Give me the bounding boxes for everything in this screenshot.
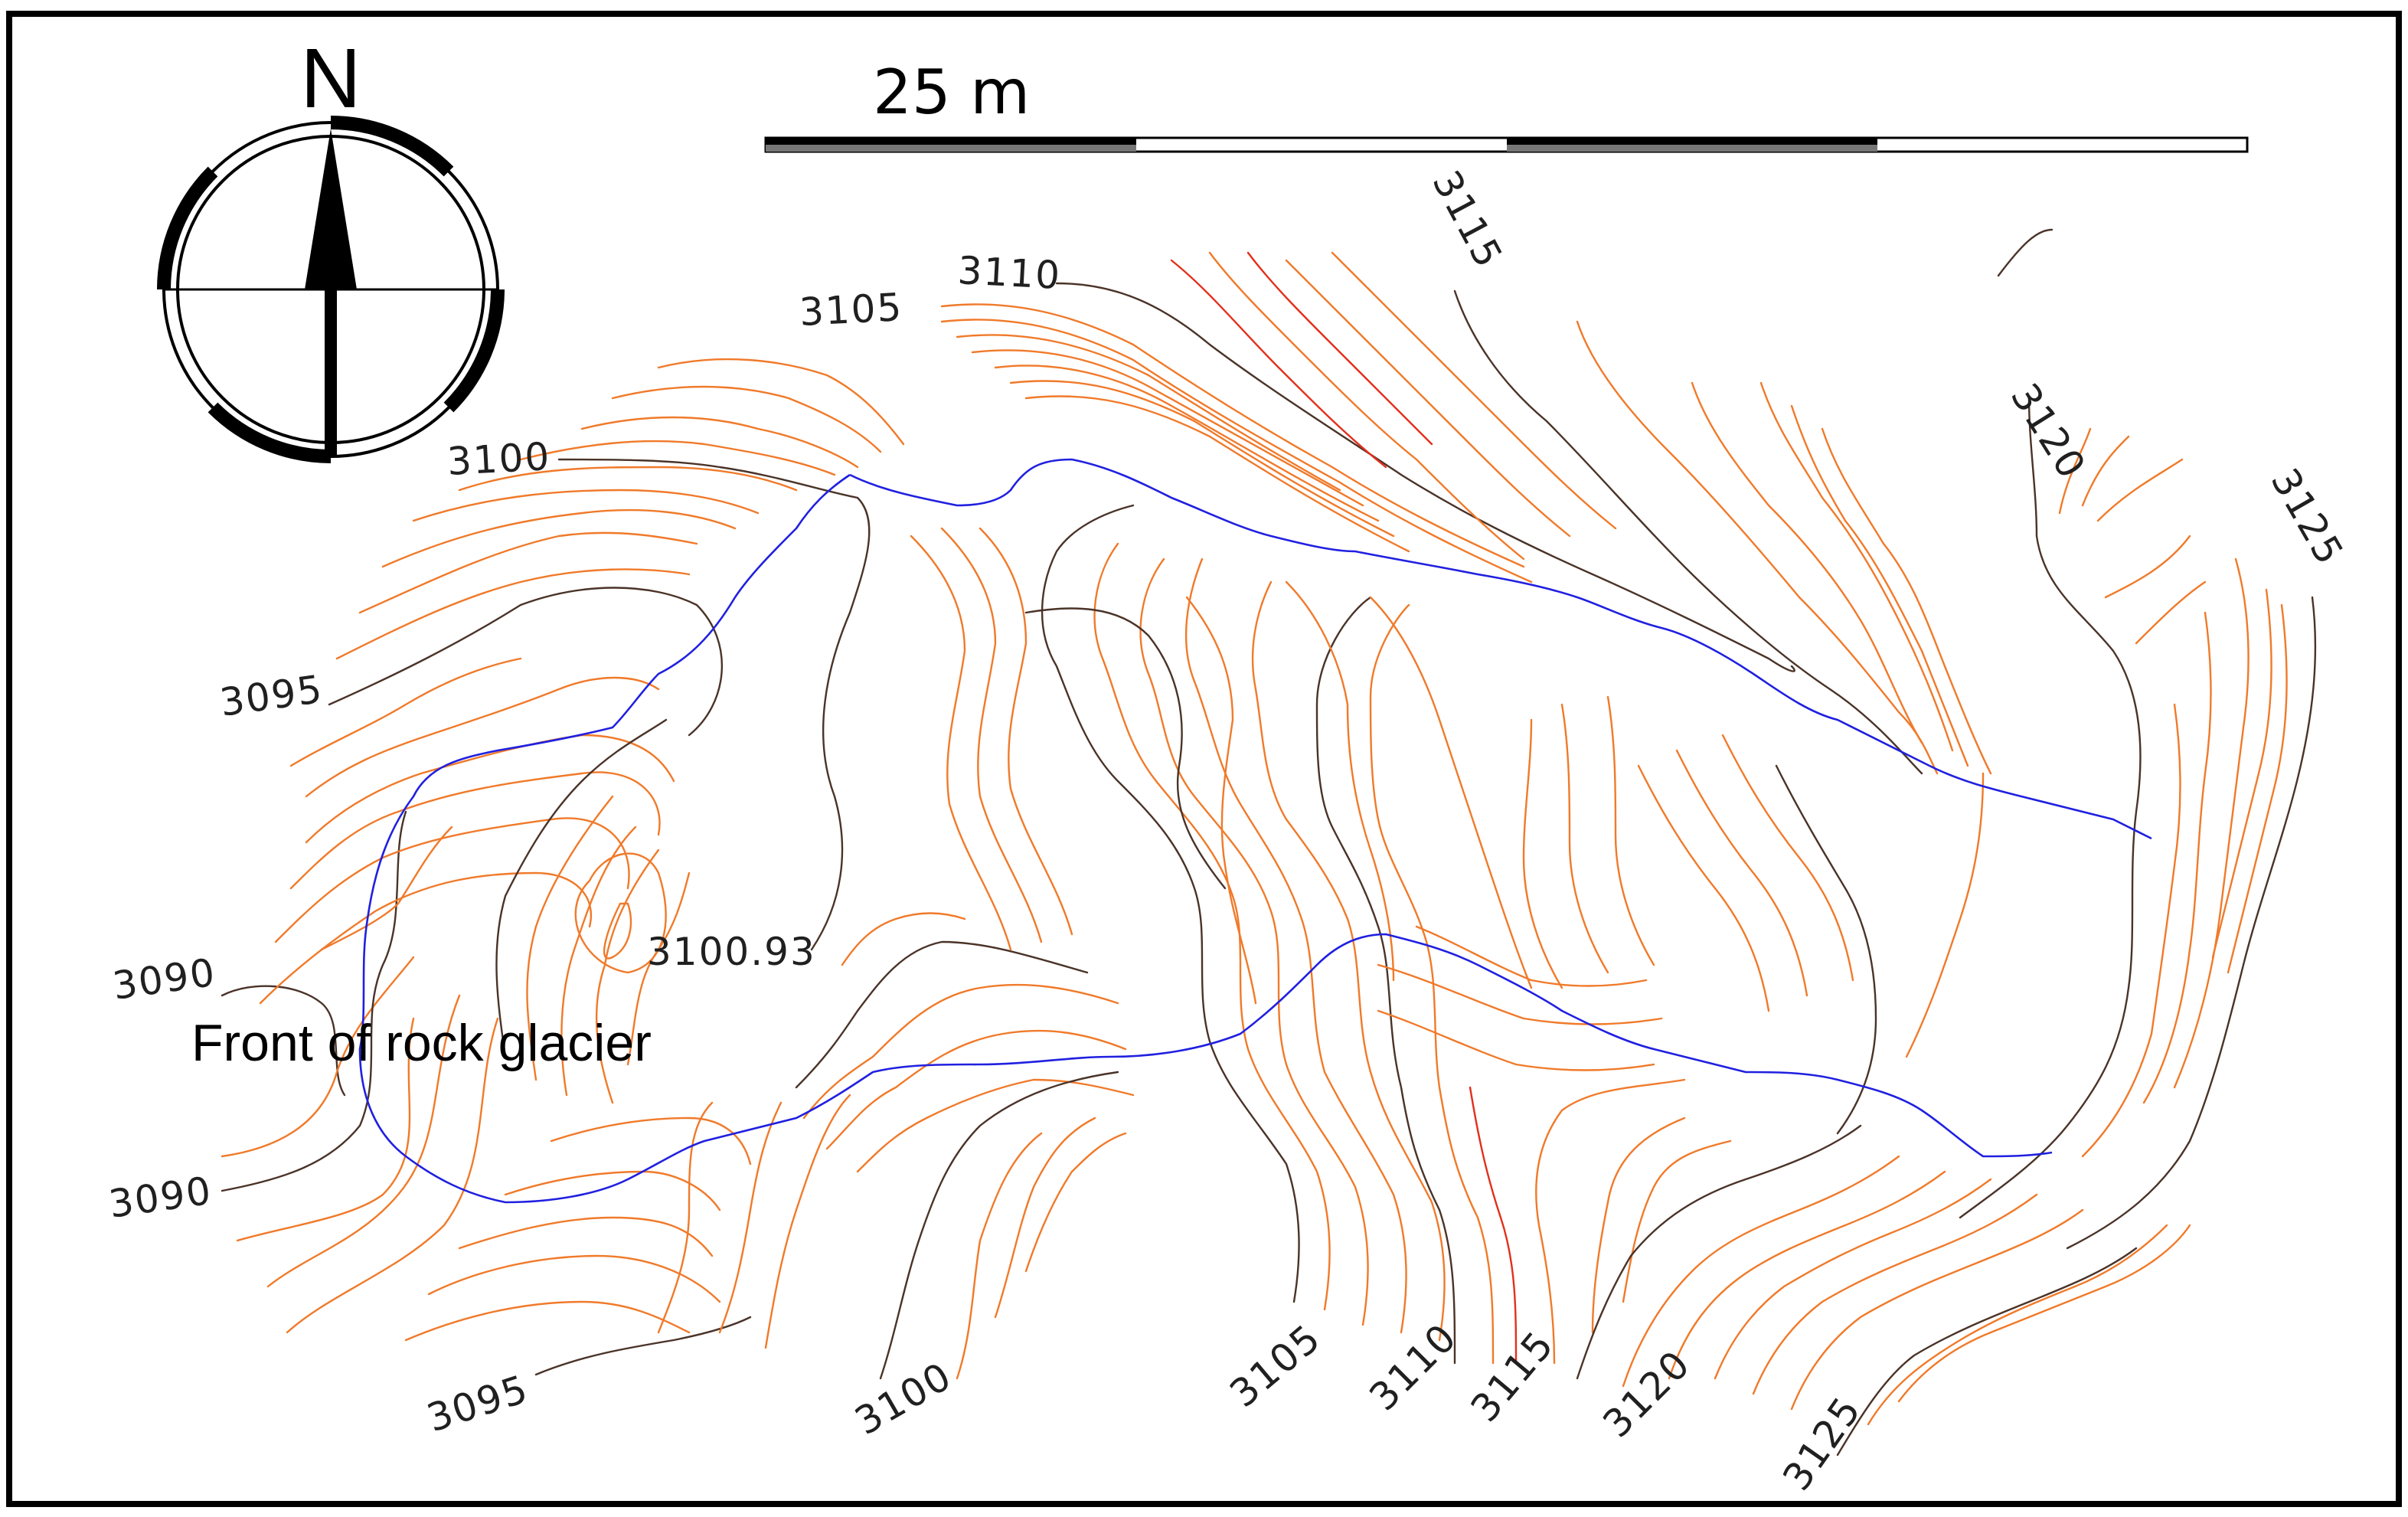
north-arrow-icon: N xyxy=(157,31,505,463)
contour-lines xyxy=(221,228,2317,1457)
contour-label: 3100 xyxy=(446,434,552,484)
spot-height-label: 3100.93 xyxy=(647,930,816,974)
contour-label: 3105 xyxy=(799,285,904,335)
contour-label: 3110 xyxy=(956,248,1062,298)
scale-bar: 25 m xyxy=(764,57,2249,153)
rock-glacier-outline xyxy=(358,458,2152,1204)
scale-label: 25 m xyxy=(873,57,1030,128)
rock-glacier-front-label: Front of rock glacier xyxy=(191,1014,652,1072)
north-label: N xyxy=(300,31,361,126)
